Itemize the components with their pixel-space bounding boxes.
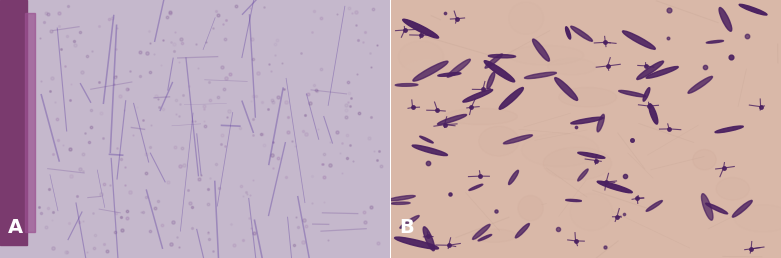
Ellipse shape xyxy=(679,107,725,140)
Ellipse shape xyxy=(555,78,578,100)
Ellipse shape xyxy=(515,223,530,238)
Ellipse shape xyxy=(719,7,732,31)
Ellipse shape xyxy=(518,196,544,221)
Ellipse shape xyxy=(412,145,448,156)
Ellipse shape xyxy=(646,67,678,78)
Ellipse shape xyxy=(479,126,519,156)
Bar xyxy=(25,13,35,232)
Ellipse shape xyxy=(706,203,728,214)
Ellipse shape xyxy=(448,59,470,77)
Ellipse shape xyxy=(484,61,515,82)
Ellipse shape xyxy=(398,41,444,72)
Ellipse shape xyxy=(504,135,533,144)
Ellipse shape xyxy=(733,200,752,217)
Ellipse shape xyxy=(395,84,418,86)
Bar xyxy=(0,0,27,245)
Ellipse shape xyxy=(646,200,662,211)
Ellipse shape xyxy=(578,169,588,181)
Ellipse shape xyxy=(643,88,650,101)
Ellipse shape xyxy=(403,19,439,38)
Ellipse shape xyxy=(570,194,612,231)
Ellipse shape xyxy=(463,90,493,102)
Ellipse shape xyxy=(715,126,744,133)
Ellipse shape xyxy=(688,76,712,93)
Ellipse shape xyxy=(473,224,490,239)
Ellipse shape xyxy=(597,181,633,193)
Ellipse shape xyxy=(437,114,466,125)
Ellipse shape xyxy=(543,147,612,180)
Ellipse shape xyxy=(508,2,544,34)
Ellipse shape xyxy=(619,90,646,97)
Ellipse shape xyxy=(739,4,767,15)
Text: B: B xyxy=(399,218,414,237)
Ellipse shape xyxy=(391,202,410,204)
Ellipse shape xyxy=(413,61,448,81)
Ellipse shape xyxy=(472,229,516,242)
Ellipse shape xyxy=(488,54,515,58)
Ellipse shape xyxy=(487,72,495,89)
Ellipse shape xyxy=(485,54,502,68)
Ellipse shape xyxy=(394,237,438,249)
Ellipse shape xyxy=(649,104,658,124)
Ellipse shape xyxy=(622,31,655,49)
Ellipse shape xyxy=(508,45,583,65)
Ellipse shape xyxy=(478,235,492,241)
Ellipse shape xyxy=(637,61,664,79)
Ellipse shape xyxy=(388,196,415,201)
Ellipse shape xyxy=(499,87,523,109)
Ellipse shape xyxy=(701,194,713,220)
Ellipse shape xyxy=(571,26,593,41)
Ellipse shape xyxy=(558,87,617,107)
Ellipse shape xyxy=(734,205,781,232)
Ellipse shape xyxy=(571,117,603,124)
Ellipse shape xyxy=(438,73,461,76)
Ellipse shape xyxy=(565,27,571,39)
Ellipse shape xyxy=(508,170,519,184)
Text: A: A xyxy=(8,218,23,237)
Ellipse shape xyxy=(402,60,452,90)
Ellipse shape xyxy=(444,108,517,125)
Ellipse shape xyxy=(533,39,550,61)
Ellipse shape xyxy=(469,184,483,190)
Ellipse shape xyxy=(736,22,781,57)
Ellipse shape xyxy=(419,136,433,143)
Ellipse shape xyxy=(561,117,608,155)
Ellipse shape xyxy=(565,199,582,201)
Ellipse shape xyxy=(525,72,556,79)
Ellipse shape xyxy=(716,178,750,200)
Ellipse shape xyxy=(547,58,596,75)
Ellipse shape xyxy=(522,133,599,167)
Ellipse shape xyxy=(706,40,723,43)
Ellipse shape xyxy=(546,44,608,61)
Ellipse shape xyxy=(578,152,605,158)
Ellipse shape xyxy=(423,227,434,251)
Ellipse shape xyxy=(400,215,419,228)
Ellipse shape xyxy=(693,150,716,170)
Ellipse shape xyxy=(597,114,604,132)
